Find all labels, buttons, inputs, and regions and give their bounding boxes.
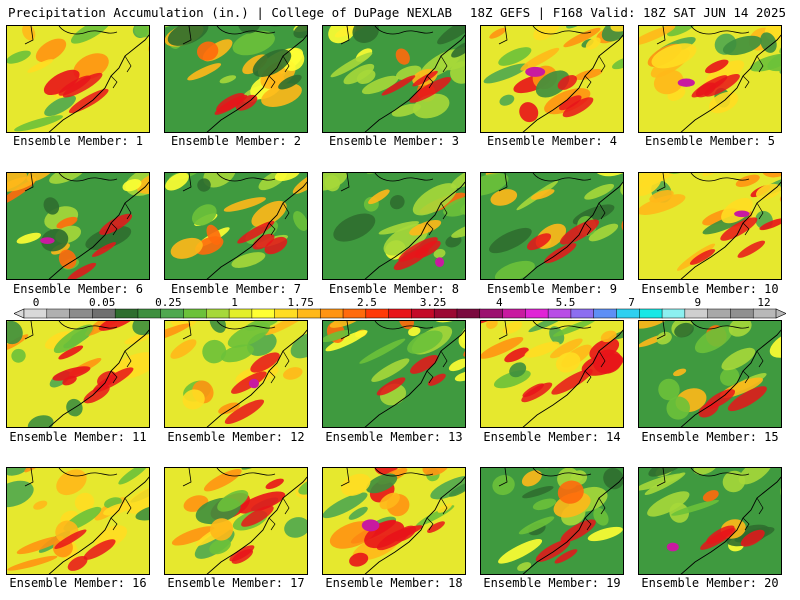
colorbar-swatch (479, 308, 504, 319)
colorbar-swatch (593, 308, 618, 319)
colorbar-left-arrow (14, 308, 25, 319)
colorbar-swatch (228, 308, 253, 319)
colorbar-tick-label: 4 (496, 296, 503, 309)
ensemble-map-panel (480, 467, 624, 575)
colorbar-swatch (411, 308, 435, 319)
ensemble-map-panel (164, 320, 308, 428)
ensemble-member-caption: Ensemble Member: 17 (167, 576, 305, 590)
ensemble-member-caption: Ensemble Member: 20 (641, 576, 779, 590)
colorbar-tick-label: 1.75 (287, 296, 314, 309)
colorbar-swatch (69, 308, 93, 319)
ensemble-member-caption: Ensemble Member: 2 (170, 134, 302, 148)
ensemble-map-panel (164, 25, 308, 133)
chart-title: Precipitation Accumulation (in.) | Colle… (8, 5, 453, 20)
ensemble-member-caption: Ensemble Member: 15 (641, 430, 779, 444)
ensemble-map-panel (164, 172, 308, 280)
colorbar-swatch (160, 308, 185, 319)
ensemble-map-panel (6, 320, 150, 428)
ensemble-member-caption: Ensemble Member: 18 (325, 576, 463, 590)
colorbar-swatch (547, 308, 572, 319)
ensemble-map-panel (638, 467, 782, 575)
ensemble-member-caption: Ensemble Member: 6 (12, 282, 144, 296)
ensemble-map-panel (6, 25, 150, 133)
colorbar-swatch (137, 308, 162, 319)
colorbar-tick-label: 12 (757, 296, 770, 309)
ensemble-member-caption: Ensemble Member: 13 (325, 430, 463, 444)
colorbar-swatch (639, 308, 663, 319)
ensemble-member-caption: Ensemble Member: 19 (483, 576, 621, 590)
colorbar-swatch (433, 308, 458, 319)
colorbar-swatch (92, 308, 116, 319)
ensemble-member-caption: Ensemble Member: 9 (486, 282, 618, 296)
colorbar-swatch (752, 308, 777, 319)
colorbar-swatch (707, 308, 731, 319)
ensemble-map-panel (480, 172, 624, 280)
colorbar-swatch (251, 308, 276, 319)
ensemble-map-panel (164, 467, 308, 575)
ensemble-member-caption: Ensemble Member: 4 (486, 134, 618, 148)
colorbar-tick-label: 3.25 (420, 296, 447, 309)
colorbar-tick-label: 5.5 (556, 296, 576, 309)
ensemble-member-caption: Ensemble Member: 5 (644, 134, 776, 148)
colorbar-swatch (661, 308, 686, 319)
colorbar-right-arrow (775, 308, 786, 319)
colorbar-swatch (23, 308, 48, 319)
colorbar-swatch (616, 308, 640, 319)
ensemble-map-panel (6, 172, 150, 280)
colorbar-swatch (388, 308, 412, 319)
ensemble-member-caption: Ensemble Member: 10 (641, 282, 779, 296)
colorbar-swatch (502, 308, 526, 319)
colorbar-tick-label: 1 (231, 296, 238, 309)
ensemble-member-caption: Ensemble Member: 11 (9, 430, 147, 444)
colorbar-swatch (46, 308, 71, 319)
colorbar-tick-label: 9 (694, 296, 701, 309)
ensemble-map-panel (322, 25, 466, 133)
ensemble-map-panel (480, 25, 624, 133)
colorbar-swatch (274, 308, 299, 319)
ensemble-member-caption: Ensemble Member: 7 (170, 282, 302, 296)
ensemble-map-panel (6, 467, 150, 575)
colorbar-swatch (570, 308, 595, 319)
colorbar-swatch (183, 308, 207, 319)
colorbar-tick-label: 0.25 (155, 296, 182, 309)
ensemble-member-caption: Ensemble Member: 8 (328, 282, 460, 296)
precip-colorbar: 0 0.05 0.25 1 1.75 2.5 3.25 4 5.5 7 9 12 (14, 296, 786, 320)
colorbar-swatch (342, 308, 367, 319)
ensemble-map-panel (638, 25, 782, 133)
ensemble-map-panel (322, 320, 466, 428)
colorbar-tick-label: 0.05 (89, 296, 116, 309)
ensemble-member-caption: Ensemble Member: 3 (328, 134, 460, 148)
colorbar-tick-label: 7 (628, 296, 635, 309)
colorbar-swatch (684, 308, 709, 319)
colorbar-swatch (525, 308, 549, 319)
model-run-info: 18Z GEFS | F168 Valid: 18Z SAT JUN 14 20… (469, 5, 786, 20)
colorbar-swatch (365, 308, 390, 319)
colorbar-swatch (114, 308, 139, 319)
ensemble-map-panel (638, 172, 782, 280)
colorbar-swatch (297, 308, 321, 319)
colorbar-swatch (319, 308, 344, 319)
ensemble-map-panel (322, 172, 466, 280)
ensemble-member-caption: Ensemble Member: 1 (12, 134, 144, 148)
ensemble-member-caption: Ensemble Member: 14 (483, 430, 621, 444)
ensemble-member-caption: Ensemble Member: 12 (167, 430, 305, 444)
colorbar-swatch (456, 308, 481, 319)
colorbar-swatch (206, 308, 230, 319)
ensemble-member-caption: Ensemble Member: 16 (9, 576, 147, 590)
ensemble-map-panel (322, 467, 466, 575)
ensemble-map-panel (638, 320, 782, 428)
colorbar-tick-label: 0 (33, 296, 40, 309)
colorbar-swatch (730, 308, 754, 319)
colorbar-tick-label: 2.5 (357, 296, 377, 309)
ensemble-map-panel (480, 320, 624, 428)
